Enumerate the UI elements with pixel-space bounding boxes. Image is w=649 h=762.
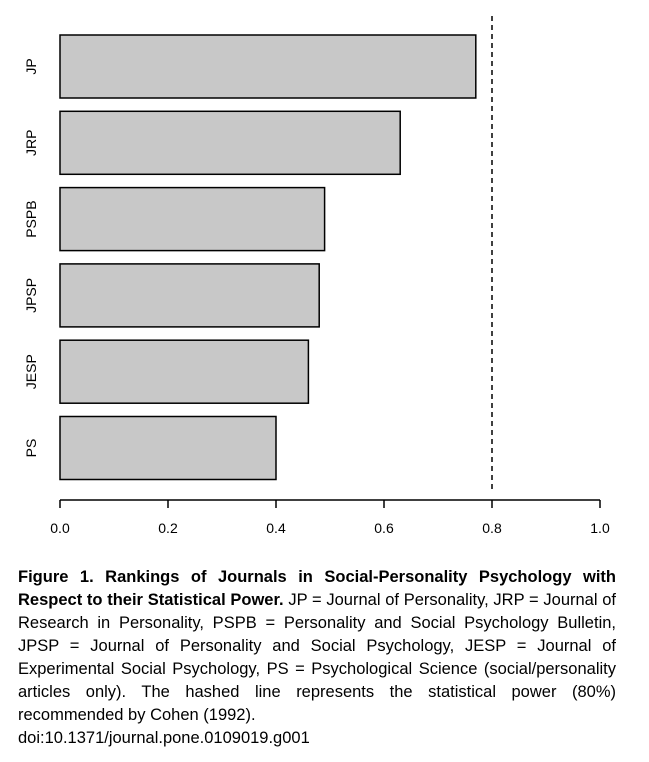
x-tick-label-2: 0.4 xyxy=(266,520,286,536)
category-label-pspb: PSPB xyxy=(23,200,39,237)
bar-jp xyxy=(59,34,477,99)
bar-jpsp xyxy=(59,263,320,328)
bar-jrp xyxy=(59,110,401,176)
x-tick-label-4: 0.8 xyxy=(482,520,502,536)
category-label-jrp: JRP xyxy=(23,130,39,156)
caption-doi: doi:10.1371/journal.pone.0109019.g001 xyxy=(18,729,310,747)
category-label-ps: PS xyxy=(23,439,39,458)
category-label-jpsp: JPSP xyxy=(23,278,39,313)
x-tick-label-1: 0.2 xyxy=(158,520,178,536)
caption-title: Figure 1. Rankings of Journals in Social… xyxy=(18,568,616,609)
x-tick-label-5: 1.0 xyxy=(590,520,610,536)
x-tick-label-0: 0.0 xyxy=(50,520,70,536)
caption-body: JP = Journal of Personality, JRP = Journ… xyxy=(18,591,616,724)
bar-jesp xyxy=(59,339,310,404)
bar-pspb xyxy=(59,186,326,252)
bar-chart: JP JRP PSPB JPSP JESP PS 0.0 0.2 0.4 0.6 0.8 1.0 xyxy=(23,16,610,536)
category-label-jp: JP xyxy=(23,58,39,74)
category-label-jesp: JESP xyxy=(23,354,39,389)
bar-ps xyxy=(59,415,277,481)
figure-caption: Figure 1. Rankings of Journals in Social… xyxy=(18,566,616,750)
x-tick-label-3: 0.6 xyxy=(374,520,394,536)
